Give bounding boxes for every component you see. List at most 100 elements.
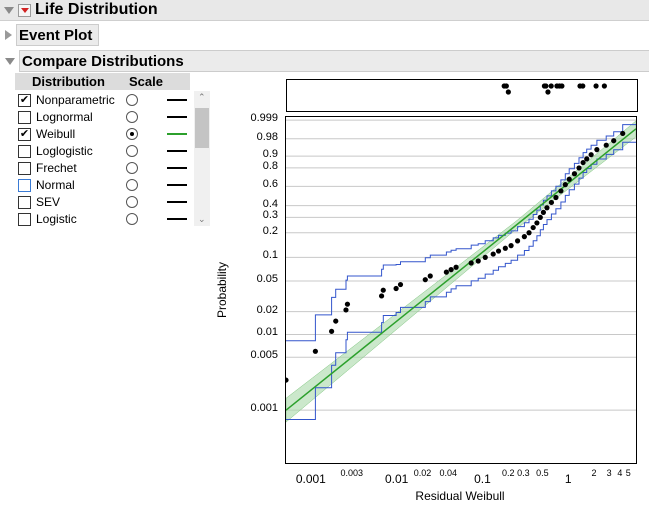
scroll-up-icon[interactable]: ⌃ — [198, 92, 206, 102]
red-triangle-menu-icon[interactable] — [18, 3, 31, 17]
y-tick-label: 0.05 — [256, 273, 278, 285]
data-point — [526, 230, 532, 236]
distribution-label: Lognormal — [36, 110, 93, 124]
y-tick-label: 0.001 — [250, 402, 278, 415]
scale-radio[interactable] — [126, 94, 138, 106]
collapse-triangle-icon[interactable] — [4, 6, 14, 14]
dot-strip-svg — [501, 83, 607, 95]
scale-radio[interactable] — [126, 213, 138, 225]
probability-plot[interactable] — [285, 116, 637, 464]
compare-distributions-outline[interactable]: Compare Distributions — [5, 50, 649, 72]
distribution-row-weibull[interactable]: ✔ Weibull — [15, 126, 195, 143]
x-tick-label: 0.3 — [517, 468, 530, 478]
checkbox[interactable] — [18, 196, 31, 209]
y-tick-label: 0.2 — [262, 224, 278, 237]
col-header-blank — [168, 73, 190, 90]
checkbox[interactable] — [18, 145, 31, 158]
scroll-down-icon[interactable]: ⌄ — [198, 214, 206, 224]
scroll-thumb[interactable] — [195, 108, 209, 148]
line-style-swatch[interactable] — [167, 201, 187, 203]
y-tick-label: 0.3 — [262, 209, 278, 222]
scale-radio[interactable] — [126, 162, 138, 174]
checkbox[interactable] — [18, 162, 31, 175]
upper-bound-line — [286, 124, 636, 342]
data-point — [537, 214, 543, 220]
distribution-label: SEV — [36, 195, 61, 209]
x-tick-label: 0.04 — [439, 468, 458, 478]
data-point — [453, 264, 459, 270]
data-point — [443, 269, 449, 275]
data-point — [468, 260, 474, 266]
scale-radio[interactable] — [126, 196, 138, 208]
distribution-label: Weibull — [36, 127, 76, 141]
data-point — [378, 293, 385, 299]
data-point — [548, 199, 555, 206]
distribution-row-loglogistic[interactable]: Loglogistic — [15, 143, 195, 160]
distribution-row-logistic[interactable]: Logistic — [15, 211, 195, 228]
distribution-row-lognormal[interactable]: Lognormal — [15, 109, 195, 126]
distribution-label: Logistic — [36, 212, 77, 226]
line-style-swatch[interactable] — [167, 150, 187, 152]
distribution-row-sev[interactable]: SEV — [15, 194, 195, 211]
life-distribution-header[interactable]: Life Distribution — [0, 0, 649, 21]
data-point — [584, 156, 590, 162]
x-tick-label: 0.01 — [384, 472, 409, 486]
line-style-swatch[interactable] — [167, 218, 187, 220]
y-tick-label: 0.4 — [262, 197, 278, 210]
line-style-swatch[interactable] — [167, 167, 187, 169]
event-plot-title: Event Plot — [19, 26, 93, 44]
expand-triangle-icon[interactable] — [5, 30, 12, 40]
x-tick-label: 0.5 — [536, 468, 549, 478]
x-tick-label: 5 — [625, 468, 631, 478]
checkbox[interactable] — [18, 111, 31, 124]
scale-radio[interactable] — [126, 179, 138, 191]
col-header-distribution[interactable]: Distribution — [15, 73, 140, 90]
data-point — [580, 159, 586, 166]
scale-radio[interactable] — [126, 145, 138, 157]
distribution-row-frechet[interactable]: Frechet — [15, 160, 195, 177]
y-tick-label: 0.8 — [262, 159, 278, 172]
y-axis-title: Probability — [215, 261, 229, 319]
data-point — [571, 171, 578, 177]
distribution-label: Frechet — [36, 161, 77, 175]
strip-point — [545, 89, 551, 95]
data-point — [620, 130, 626, 137]
weibull-fit-line — [286, 128, 636, 411]
checkbox[interactable] — [18, 213, 31, 226]
y-tick-label: 0.1 — [262, 249, 278, 262]
x-tick-label: 0.2 — [501, 468, 515, 478]
checkbox[interactable] — [18, 179, 31, 192]
data-point — [393, 285, 399, 292]
line-style-swatch[interactable] — [167, 116, 187, 118]
y-tick-label: 0.6 — [262, 178, 278, 191]
line-style-swatch[interactable] — [167, 99, 187, 101]
strip-point — [601, 83, 607, 89]
data-point — [286, 377, 289, 383]
residual-dot-strip — [286, 79, 638, 112]
distribution-row-nonparametric[interactable]: ✔ Nonparametric — [15, 92, 195, 109]
data-point — [611, 138, 617, 144]
y-tick-label: 0.02 — [256, 303, 278, 316]
table-scrollbar[interactable]: ⌃ ⌄ — [194, 91, 210, 226]
col-header-scale[interactable]: Scale — [126, 73, 169, 90]
scale-radio[interactable] — [126, 128, 138, 140]
collapse-triangle-icon[interactable] — [5, 57, 15, 65]
data-point — [312, 348, 318, 354]
y-tick-label: 0.9 — [262, 148, 278, 161]
data-point — [603, 142, 609, 148]
strip-point — [559, 83, 565, 89]
checkbox[interactable]: ✔ — [18, 94, 31, 107]
checkbox[interactable]: ✔ — [18, 128, 31, 141]
event-plot-outline[interactable]: Event Plot — [5, 24, 100, 46]
line-style-swatch[interactable] — [167, 133, 187, 135]
strip-point — [548, 83, 554, 89]
data-point — [380, 287, 386, 293]
x-tick-label: 0.001 — [295, 472, 326, 486]
data-point — [566, 176, 572, 182]
scale-radio[interactable] — [126, 111, 138, 123]
data-point — [576, 165, 582, 171]
distribution-row-normal[interactable]: Normal — [15, 177, 195, 194]
line-style-swatch[interactable] — [167, 184, 187, 186]
confidence-band — [286, 120, 636, 423]
data-point — [508, 243, 514, 249]
